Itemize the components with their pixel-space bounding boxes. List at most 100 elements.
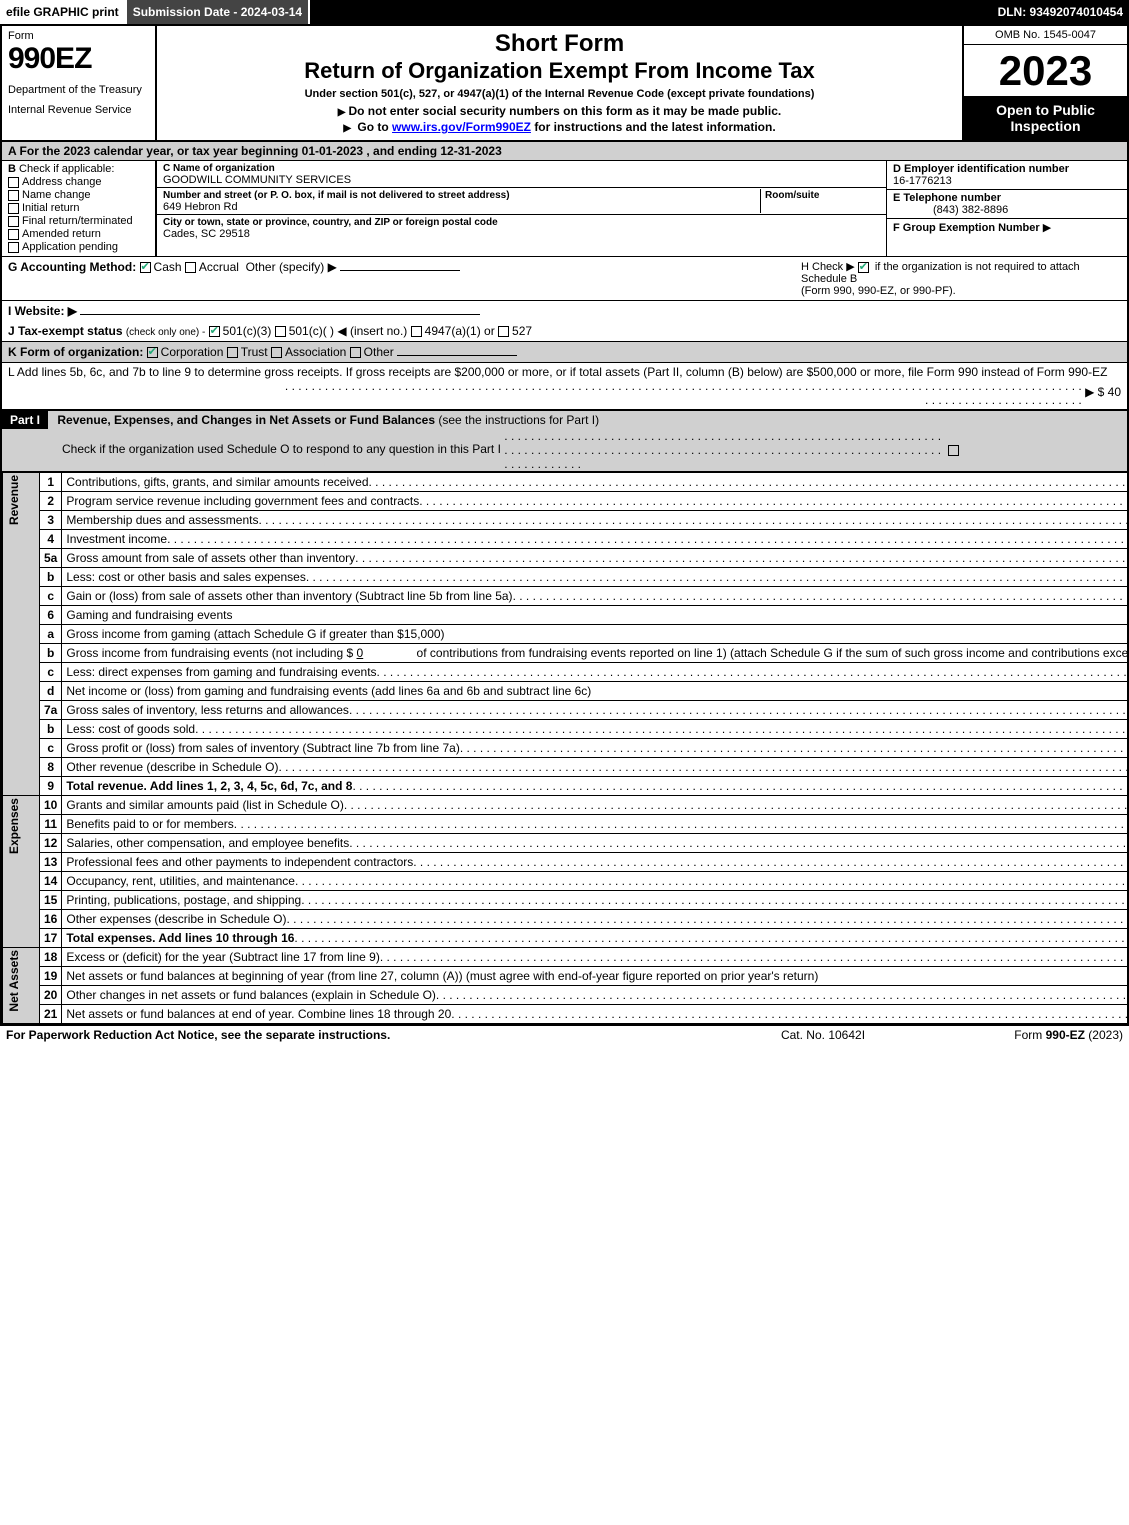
chk-cash[interactable]	[140, 262, 151, 273]
efile-label: efile GRAPHIC print	[0, 0, 127, 24]
line-8-num: 8	[40, 758, 62, 777]
chk-501c[interactable]	[275, 326, 286, 337]
line-1: Revenue 1 Contributions, gifts, grants, …	[3, 473, 1129, 492]
dept-treasury: Department of the Treasury	[8, 84, 149, 96]
b-label: B	[8, 163, 16, 175]
website-blank[interactable]	[80, 314, 480, 315]
part-1-hint: (see the instructions for Part I)	[438, 413, 599, 427]
chk-accrual[interactable]	[185, 262, 196, 273]
line-6b: b Gross income from fundraising events (…	[3, 644, 1129, 663]
row-g-h: G Accounting Method: Cash Accrual Other …	[2, 257, 1127, 301]
501c-label: 501(c)( )	[289, 324, 334, 338]
line-6: 6 Gaming and fundraising events	[3, 606, 1129, 625]
line-5b-desc: Less: cost or other basis and sales expe…	[66, 570, 305, 584]
chk-association[interactable]	[271, 347, 282, 358]
line-13-desc: Professional fees and other payments to …	[66, 855, 413, 869]
chk-527[interactable]	[498, 326, 509, 337]
line-2-num: 2	[40, 492, 62, 511]
501c3-label: 501(c)(3)	[223, 324, 272, 338]
row-a-tax-year: A For the 2023 calendar year, or tax yea…	[2, 142, 1127, 161]
chk-name-change[interactable]: Name change	[8, 189, 149, 201]
omb-number: OMB No. 1545-0047	[964, 26, 1127, 45]
line-6b-num: b	[40, 644, 62, 663]
chk-initial-return[interactable]: Initial return	[8, 202, 149, 214]
tax-year: 2023	[964, 45, 1127, 96]
line-6a-desc: Gross income from gaming (attach Schedul…	[62, 625, 1129, 644]
chk-other-org[interactable]	[350, 347, 361, 358]
j-label: J Tax-exempt status	[8, 324, 123, 338]
chk-schedule-b[interactable]	[858, 262, 869, 273]
other-specify-blank[interactable]	[340, 270, 460, 271]
line-5b-num: b	[40, 568, 62, 587]
l-dots	[282, 379, 1082, 407]
line-5a-desc: Gross amount from sale of assets other t…	[66, 551, 355, 565]
chk-final-return[interactable]: Final return/terminated	[8, 215, 149, 227]
line-19-num: 19	[40, 967, 62, 986]
line-12: 12 Salaries, other compensation, and emp…	[3, 834, 1129, 853]
line-17: 17 Total expenses. Add lines 10 through …	[3, 929, 1129, 948]
line-5a-num: 5a	[40, 549, 62, 568]
chk-application-pending-label: Application pending	[22, 241, 118, 253]
org-name-row: C Name of organization GOODWILL COMMUNIT…	[157, 161, 886, 188]
l-amount: ▶ $ 40	[1085, 385, 1121, 399]
section-bcd: B Check if applicable: Address change Na…	[2, 161, 1127, 257]
chk-address-change[interactable]: Address change	[8, 176, 149, 188]
chk-corporation[interactable]	[147, 347, 158, 358]
line-8: 8 Other revenue (describe in Schedule O)…	[3, 758, 1129, 777]
col-d-ein: D Employer identification number 16-1776…	[887, 161, 1127, 256]
line-9: 9 Total revenue. Add lines 1, 2, 3, 4, 5…	[3, 777, 1129, 796]
irs-link[interactable]: www.irs.gov/Form990EZ	[392, 120, 531, 134]
goto-pre: Go to	[357, 120, 392, 134]
line-10-desc: Grants and similar amounts paid (list in…	[66, 798, 343, 812]
col-c-org-info: C Name of organization GOODWILL COMMUNIT…	[157, 161, 887, 256]
part-1-check-text: Check if the organization used Schedule …	[62, 442, 501, 456]
group-label: F Group Exemption Number	[893, 222, 1040, 234]
line-7a-desc: Gross sales of inventory, less returns a…	[66, 703, 349, 717]
room-label: Room/suite	[765, 190, 819, 201]
form-word: Form	[8, 30, 149, 42]
form-ref-post: (2023)	[1085, 1028, 1123, 1042]
line-15: 15 Printing, publications, postage, and …	[3, 891, 1129, 910]
chk-amended-return-label: Amended return	[22, 228, 101, 240]
line-1-desc: Contributions, gifts, grants, and simila…	[66, 475, 368, 489]
line-6a-num: a	[40, 625, 62, 644]
line-15-desc: Printing, publications, postage, and shi…	[66, 893, 301, 907]
revenue-side-label: Revenue	[7, 475, 21, 525]
chk-name-change-label: Name change	[22, 189, 91, 201]
part-1-table: Revenue 1 Contributions, gifts, grants, …	[2, 472, 1129, 1024]
line-14-desc: Occupancy, rent, utilities, and maintena…	[66, 874, 295, 888]
line-13: 13 Professional fees and other payments …	[3, 853, 1129, 872]
line-8-desc: Other revenue (describe in Schedule O)	[66, 760, 278, 774]
arrow-icon	[343, 120, 354, 134]
527-label: 527	[512, 324, 532, 338]
line-16: 16 Other expenses (describe in Schedule …	[3, 910, 1129, 929]
row-l-gross-receipts: L Add lines 5b, 6c, and 7b to line 9 to …	[2, 363, 1127, 410]
line-14-num: 14	[40, 872, 62, 891]
k-label: K Form of organization:	[8, 345, 143, 359]
org-name-label: C Name of organization	[163, 163, 275, 174]
line-9-num: 9	[40, 777, 62, 796]
line-9-desc: Total revenue. Add lines 1, 2, 3, 4, 5c,…	[66, 779, 352, 793]
chk-application-pending[interactable]: Application pending	[8, 241, 149, 253]
association-label: Association	[285, 345, 346, 359]
line-14: 14 Occupancy, rent, utilities, and maint…	[3, 872, 1129, 891]
chk-schedule-o[interactable]	[948, 445, 959, 456]
return-title: Return of Organization Exempt From Incom…	[165, 58, 954, 84]
row-j-tax-exempt: J Tax-exempt status (check only one) ‐ 5…	[2, 321, 1127, 342]
subtitle: Under section 501(c), 527, or 4947(a)(1)…	[165, 88, 954, 100]
chk-4947[interactable]	[411, 326, 422, 337]
org-city: Cades, SC 29518	[163, 228, 250, 240]
org-addr-row: Number and street (or P. O. box, if mail…	[157, 188, 886, 215]
ein-value: 16-1776213	[893, 175, 952, 187]
line-2: 2 Program service revenue including gove…	[3, 492, 1129, 511]
line-7b-num: b	[40, 720, 62, 739]
line-20: 20 Other changes in net assets or fund b…	[3, 986, 1129, 1005]
chk-trust[interactable]	[227, 347, 238, 358]
expenses-side: Expenses	[3, 796, 40, 948]
h-schedule-b: H Check ▶ if the organization is not req…	[801, 260, 1121, 297]
chk-501c3[interactable]	[209, 326, 220, 337]
other-org-blank[interactable]	[397, 355, 517, 356]
chk-amended-return[interactable]: Amended return	[8, 228, 149, 240]
line-3-desc: Membership dues and assessments	[66, 513, 258, 527]
line-6a: a Gross income from gaming (attach Sched…	[3, 625, 1129, 644]
